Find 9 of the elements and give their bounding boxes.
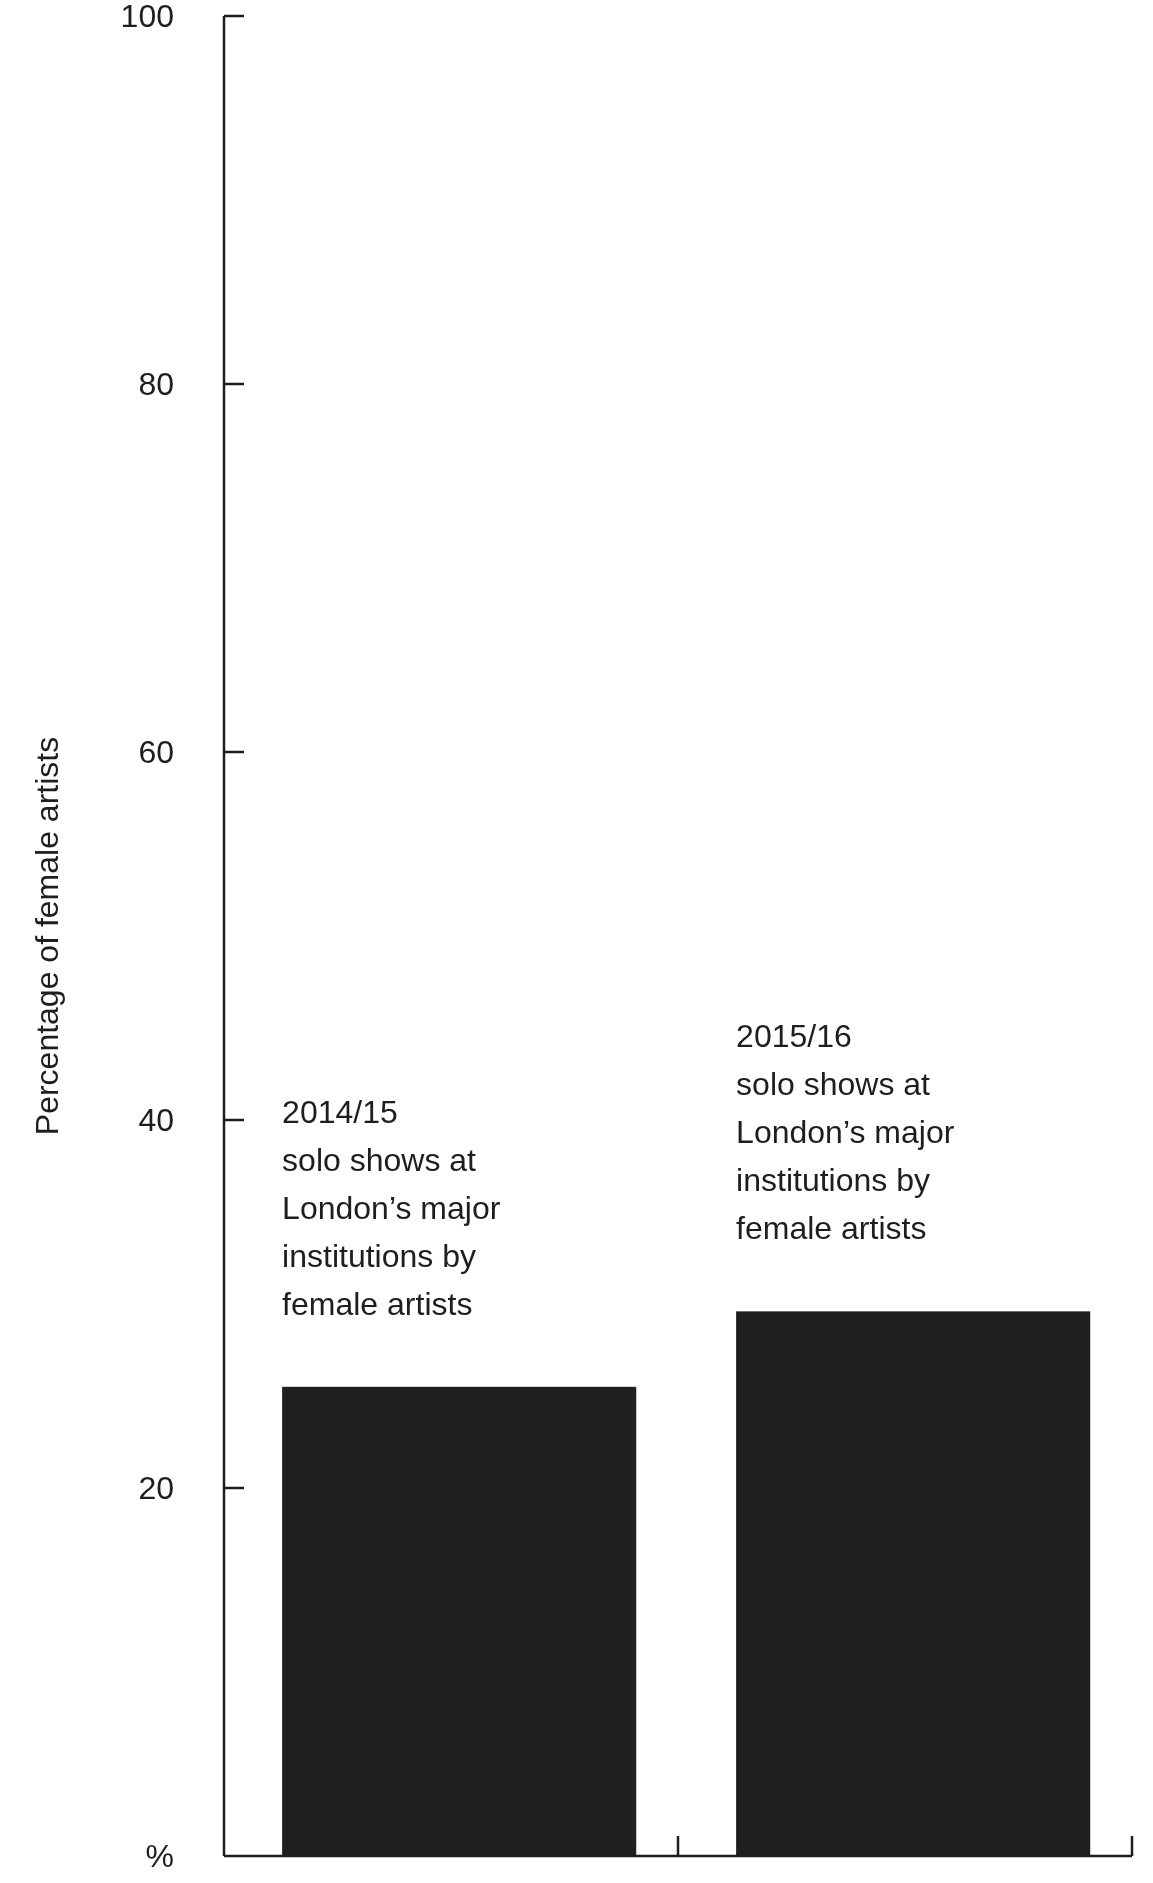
y-tick-label: 40 bbox=[138, 1102, 174, 1139]
y-tick-label: 100 bbox=[120, 0, 174, 35]
y-tick-label: 20 bbox=[138, 1470, 174, 1507]
x-tick-label: 2014/15 solo shows at London’s major institutions by female artists bbox=[282, 1093, 501, 1322]
x-tick-label: 2015/16 solo shows at London’s major institutions by female artists bbox=[736, 1018, 955, 1247]
y-tick-label: % bbox=[145, 1838, 174, 1875]
y-axis-title: Percentage of female artists bbox=[29, 736, 65, 1136]
y-tick-label: 80 bbox=[138, 366, 174, 403]
y-tick-label: 60 bbox=[138, 734, 174, 771]
